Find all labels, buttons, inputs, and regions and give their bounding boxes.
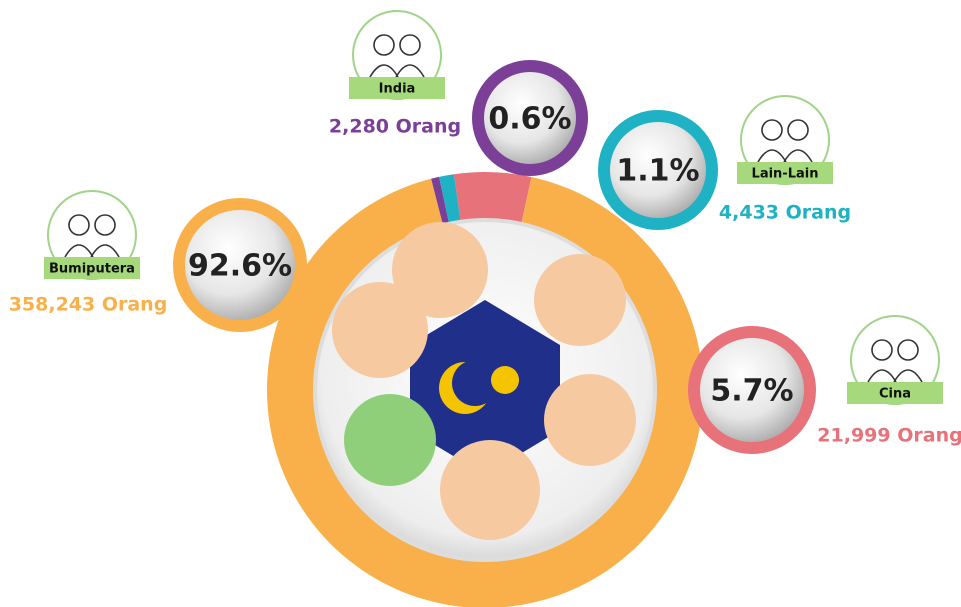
- items: 92.6% Bumiputera 358,243 Orang 0.6% India 2,2…: [9, 10, 961, 454]
- percent-label: 1.1%: [616, 154, 699, 189]
- icon-head: [94, 214, 116, 236]
- category-label: Bumiputera: [49, 262, 135, 277]
- count-label: 2,280 Orang: [329, 116, 461, 138]
- count-label: 4,433 Orang: [719, 202, 851, 224]
- icon-body: [757, 149, 787, 163]
- donut-segment: [439, 174, 462, 229]
- icon-body: [867, 369, 897, 383]
- bubble: [185, 210, 295, 320]
- icon-body: [395, 64, 425, 78]
- bubble: [610, 122, 706, 218]
- icon-body: [64, 244, 94, 258]
- icon-body: [90, 244, 120, 258]
- bubble: [700, 338, 804, 442]
- label-box: [349, 77, 445, 99]
- icon-head: [373, 34, 395, 56]
- bubble: [484, 72, 576, 164]
- percent-label: 5.7%: [710, 374, 793, 409]
- category-label: Cina: [879, 387, 911, 402]
- percent-label: 92.6%: [188, 249, 292, 284]
- label-box: [737, 162, 833, 184]
- count-label: 358,243 Orang: [9, 294, 168, 316]
- icon-body: [893, 369, 923, 383]
- count-label: 21,999 Orang: [817, 425, 961, 447]
- icon-body: [783, 149, 813, 163]
- icon-head: [399, 34, 421, 56]
- percent-label: 0.6%: [488, 102, 571, 137]
- label-box: [847, 382, 943, 404]
- icon-head: [68, 214, 90, 236]
- label-box: [44, 257, 140, 279]
- icon-head: [897, 339, 919, 361]
- icon-body: [369, 64, 399, 78]
- icon-head: [871, 339, 893, 361]
- icon-head: [787, 119, 809, 141]
- donut: [267, 172, 703, 607]
- icon-head: [761, 119, 783, 141]
- donut-segment: [431, 176, 451, 231]
- category-label: Lain-Lain: [752, 167, 819, 182]
- donut-segment: [453, 172, 532, 229]
- center-art: [332, 222, 636, 540]
- category-label: India: [379, 82, 416, 97]
